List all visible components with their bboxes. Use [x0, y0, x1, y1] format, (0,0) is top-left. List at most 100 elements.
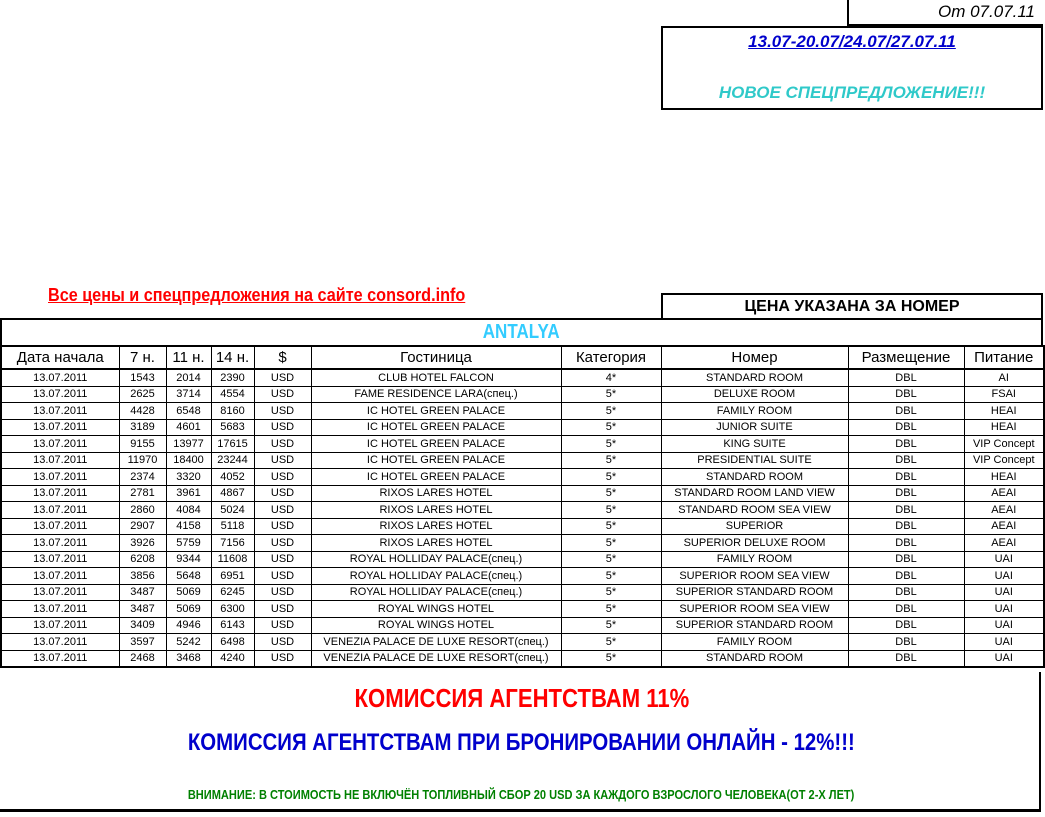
table-row: 13.07.2011 3487 5069 6300 USD ROYAL WINGS HOT…: [0, 600, 1045, 618]
cell-meal: VIP Concept: [963, 435, 1045, 453]
cell-occupancy: DBL: [847, 517, 965, 535]
table-row: 13.07.2011 2374 3320 4052 USD IC HOTEL GREEN …: [0, 468, 1045, 486]
cell-category: 5*: [560, 633, 662, 651]
cell-price-14n: 6951: [210, 567, 255, 585]
cell-room: SUPERIOR ROOM SEA VIEW: [660, 600, 849, 618]
cell-category: 5*: [560, 534, 662, 552]
cell-price-7n: 3409: [118, 616, 167, 634]
col-header-room: Номер: [660, 345, 849, 370]
cell-hotel: IC HOTEL GREEN PALACE: [310, 402, 562, 420]
cell-room: SUPERIOR ROOM SEA VIEW: [660, 567, 849, 585]
cell-category: 5*: [560, 484, 662, 502]
cell-meal: UAI: [963, 649, 1045, 668]
region-title: ANTALYA: [483, 321, 560, 343]
cell-room: STANDARD ROOM: [660, 368, 849, 387]
cell-price-7n: 3487: [118, 583, 167, 601]
cell-category: 4*: [560, 368, 662, 387]
cell-price-11n: 3320: [165, 468, 212, 486]
cell-price-11n: 5069: [165, 583, 212, 601]
cell-meal: VIP Concept: [963, 451, 1045, 469]
cell-price-14n: 6498: [210, 633, 255, 651]
cell-category: 5*: [560, 550, 662, 568]
cell-hotel: VENEZIA PALACE DE LUXE RESORT(спец.): [310, 633, 562, 651]
cell-price-11n: 4158: [165, 517, 212, 535]
cell-hotel: ROYAL WINGS HOTEL: [310, 600, 562, 618]
cell-occupancy: DBL: [847, 534, 965, 552]
cell-category: 5*: [560, 418, 662, 436]
table-row: 13.07.2011 3856 5648 6951 USD ROYAL HOLLIDAY …: [0, 567, 1045, 585]
divider-line: [0, 318, 663, 320]
cell-meal: UAI: [963, 583, 1045, 601]
cell-occupancy: DBL: [847, 368, 965, 387]
cell-hotel: FAME RESIDENCE LARA(спец.): [310, 385, 562, 403]
cell-hotel: ROYAL WINGS HOTEL: [310, 616, 562, 634]
cell-occupancy: DBL: [847, 583, 965, 601]
cell-meal: AEAI: [963, 501, 1045, 519]
cell-currency: USD: [253, 534, 312, 552]
cell-currency: USD: [253, 550, 312, 568]
col-header-category: Категория: [560, 345, 662, 370]
table-header-row: Дата начала 7 н. 11 н. 14 н. $ Гостиница…: [0, 345, 1045, 370]
cell-price-14n: 4867: [210, 484, 255, 502]
fuel-notice-text: ВНИМАНИЕ: В СТОИМОСТЬ НЕ ВКЛЮЧЁН ТОПЛИВН…: [188, 787, 855, 802]
cell-currency: USD: [253, 468, 312, 486]
cell-hotel: IC HOTEL GREEN PALACE: [310, 435, 562, 453]
cell-price-11n: 4946: [165, 616, 212, 634]
cell-price-14n: 5024: [210, 501, 255, 519]
cell-start-date: 13.07.2011: [0, 583, 120, 601]
cell-price-11n: 4084: [165, 501, 212, 519]
cell-currency: USD: [253, 451, 312, 469]
cell-price-14n: 6143: [210, 616, 255, 634]
cell-meal: AEAI: [963, 517, 1045, 535]
cell-hotel: ROYAL HOLLIDAY PALACE(спец.): [310, 550, 562, 568]
cell-room: STANDARD ROOM: [660, 649, 849, 668]
table-row: 13.07.2011 2860 4084 5024 USD RIXOS LARES HOT…: [0, 501, 1045, 519]
cell-start-date: 13.07.2011: [0, 468, 120, 486]
region-title-bar: ANTALYA: [0, 320, 1043, 345]
right-border-line: [1039, 672, 1041, 812]
cell-price-11n: 13977: [165, 435, 212, 453]
cell-meal: HEAI: [963, 402, 1045, 420]
table-row: 13.07.2011 3409 4946 6143 USD ROYAL WINGS HOT…: [0, 616, 1045, 634]
table-row: 13.07.2011 2781 3961 4867 USD RIXOS LARES HOT…: [0, 484, 1045, 502]
cell-room: SUPERIOR STANDARD ROOM: [660, 583, 849, 601]
cell-hotel: RIXOS LARES HOTEL: [310, 534, 562, 552]
cell-start-date: 13.07.2011: [0, 534, 120, 552]
cell-room: DELUXE ROOM: [660, 385, 849, 403]
site-note-link[interactable]: Все цены и спецпредложения на сайте cons…: [48, 285, 512, 306]
cell-price-11n: 5648: [165, 567, 212, 585]
cell-start-date: 13.07.2011: [0, 451, 120, 469]
cell-meal: UAI: [963, 567, 1045, 585]
commission-online-text: КОМИССИЯ АГЕНТСТВАМ ПРИ БРОНИРОВАНИИ ОНЛ…: [188, 729, 855, 756]
special-offer-box: НОВОЕ СПЕЦПРЕДЛОЖЕНИЕ!!!: [661, 55, 1043, 110]
col-header-start-date: Дата начала: [0, 345, 120, 370]
cell-room: SUPERIOR: [660, 517, 849, 535]
cell-hotel: IC HOTEL GREEN PALACE: [310, 418, 562, 436]
cell-currency: USD: [253, 633, 312, 651]
cell-room: KING SUITE: [660, 435, 849, 453]
cell-hotel: ROYAL HOLLIDAY PALACE(спец.): [310, 583, 562, 601]
cell-start-date: 13.07.2011: [0, 550, 120, 568]
cell-price-14n: 17615: [210, 435, 255, 453]
cell-currency: USD: [253, 368, 312, 387]
cell-meal: FSAI: [963, 385, 1045, 403]
cell-category: 5*: [560, 600, 662, 618]
cell-price-11n: 3714: [165, 385, 212, 403]
site-note-text: Все цены и спецпредложения на сайте cons…: [48, 285, 466, 305]
cell-price-7n: 4428: [118, 402, 167, 420]
cell-occupancy: DBL: [847, 649, 965, 668]
cell-room: STANDARD ROOM SEA VIEW: [660, 501, 849, 519]
cell-meal: UAI: [963, 633, 1045, 651]
cell-price-14n: 4554: [210, 385, 255, 403]
cell-price-14n: 5683: [210, 418, 255, 436]
price-table-body: 13.07.2011 1543 2014 2390 USD CLUB HOTEL FALC…: [0, 368, 1045, 668]
cell-price-14n: 4240: [210, 649, 255, 668]
cell-price-11n: 9344: [165, 550, 212, 568]
cell-price-7n: 2468: [118, 649, 167, 668]
cell-start-date: 13.07.2011: [0, 600, 120, 618]
cell-price-7n: 2781: [118, 484, 167, 502]
cell-occupancy: DBL: [847, 501, 965, 519]
cell-price-7n: 9155: [118, 435, 167, 453]
cell-occupancy: DBL: [847, 567, 965, 585]
